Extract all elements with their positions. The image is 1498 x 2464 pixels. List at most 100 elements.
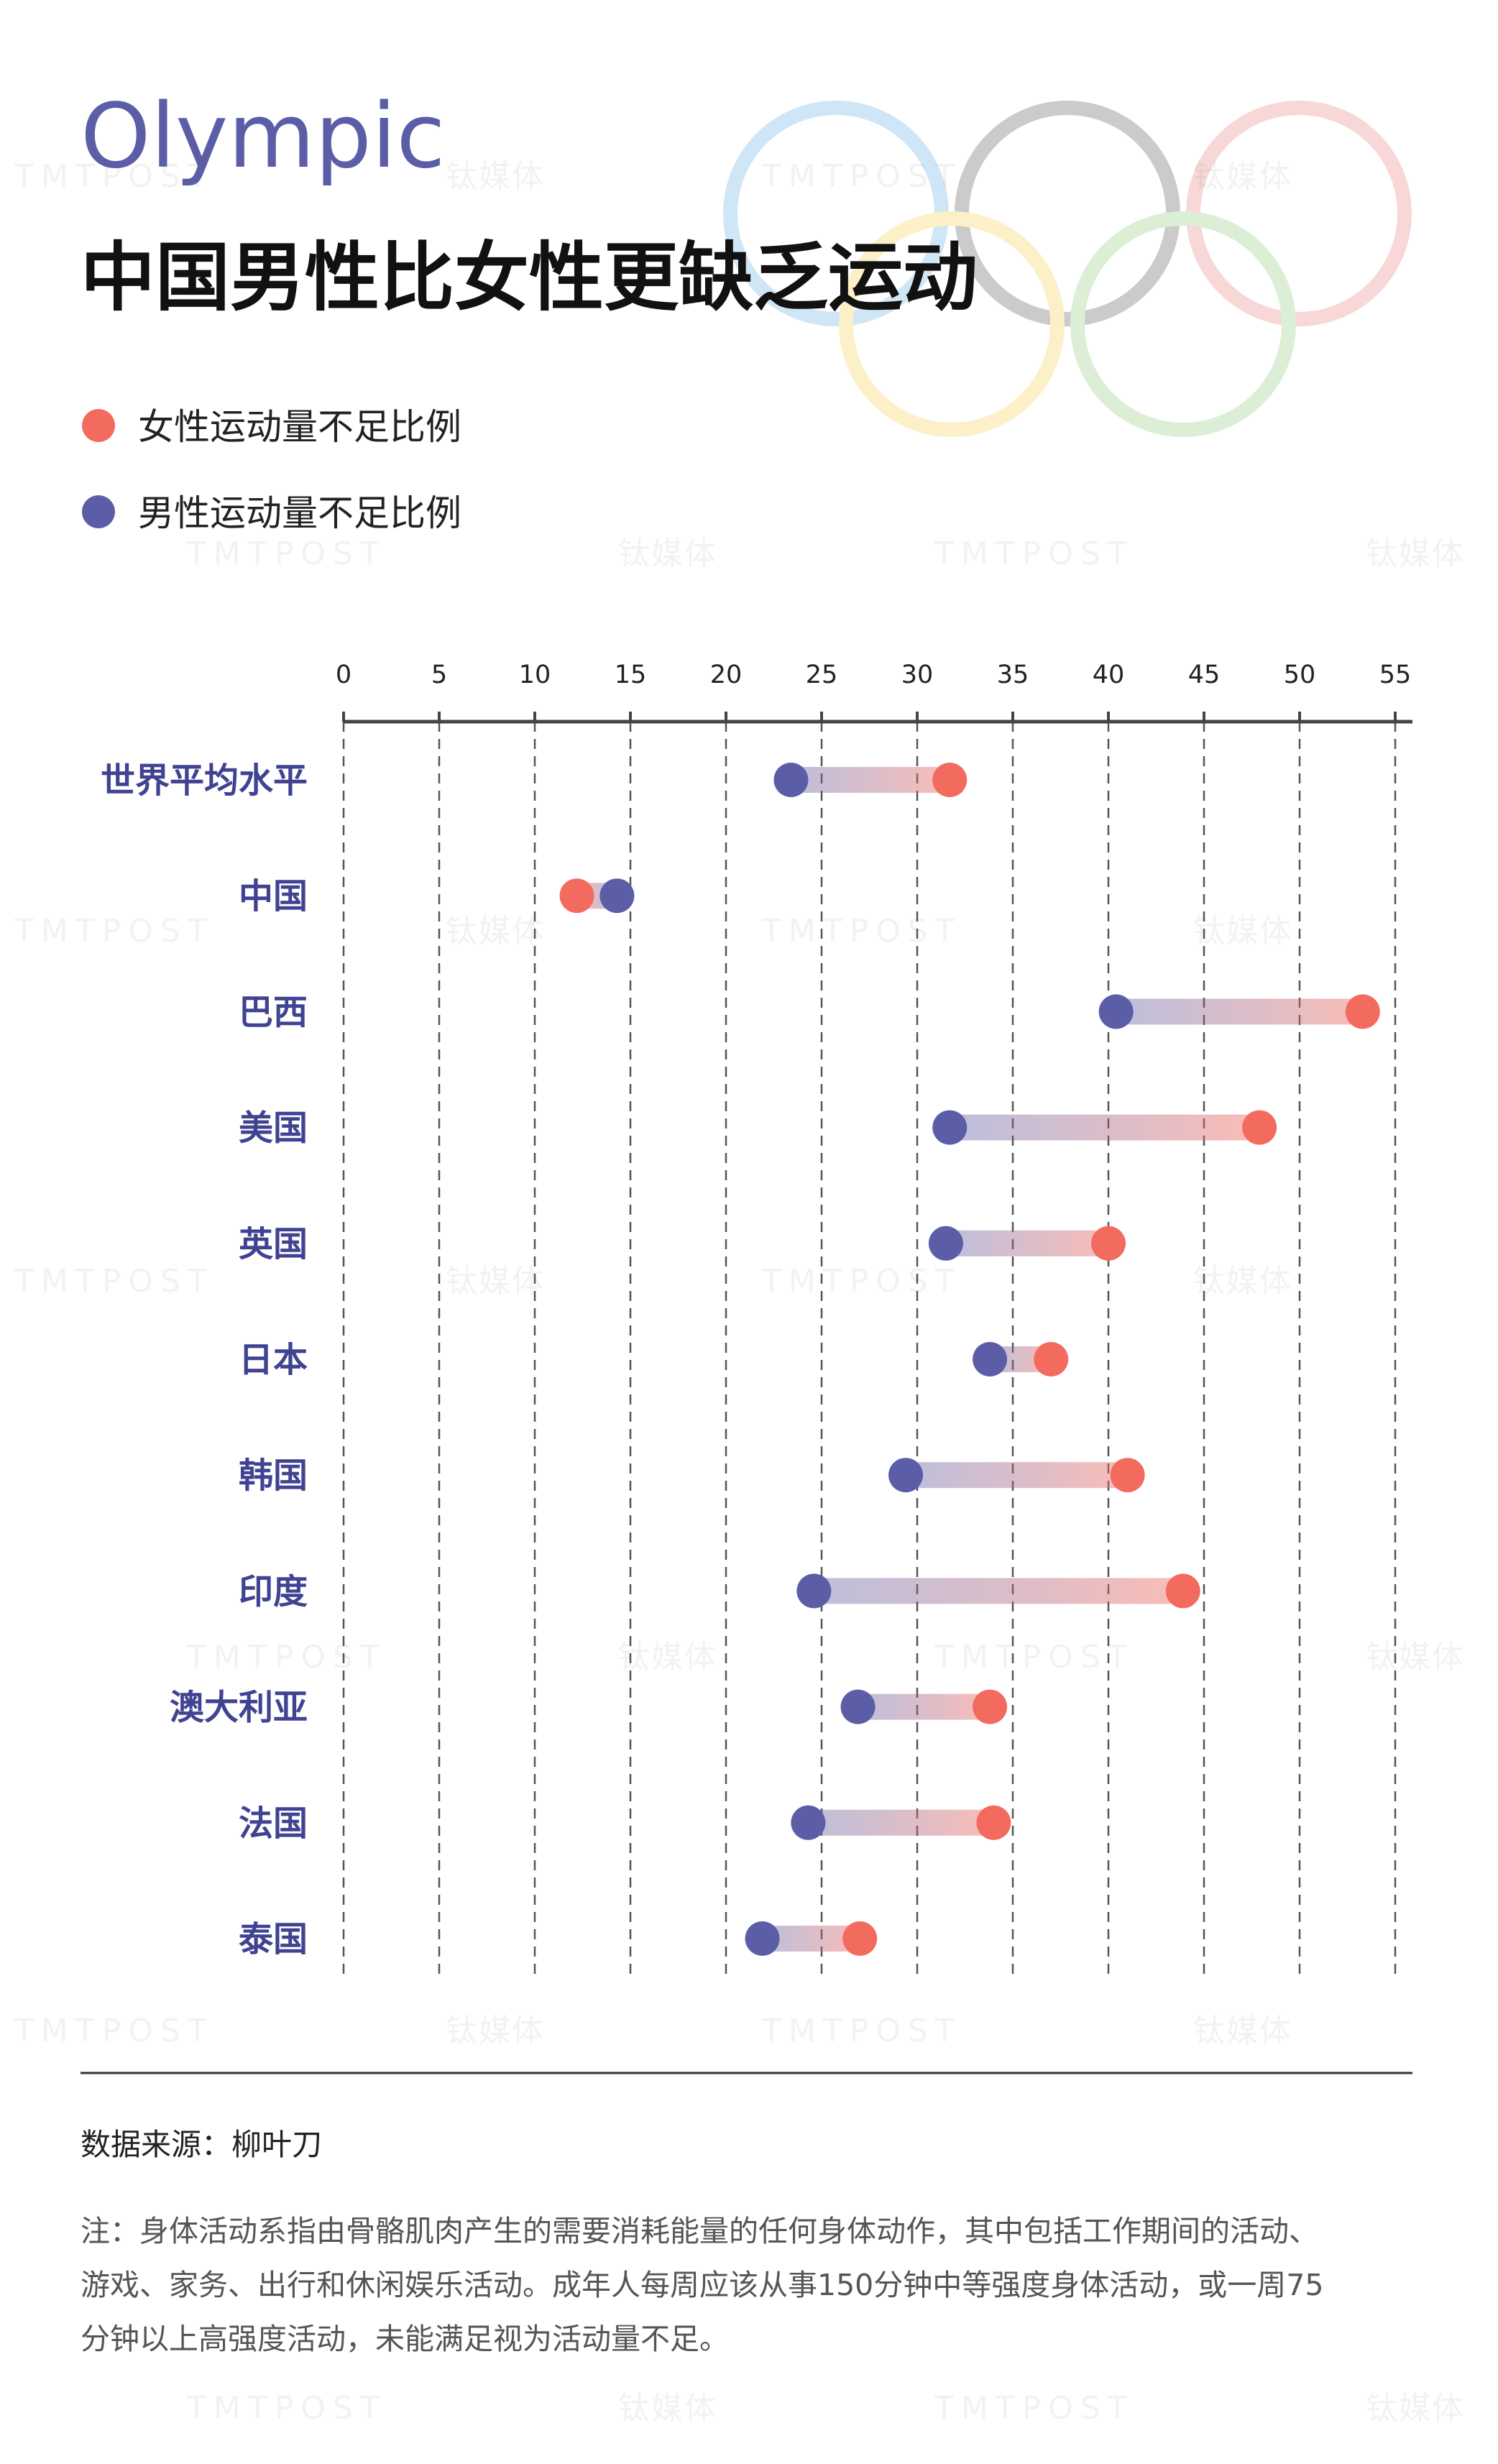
footnote-line-2: 游戏、家务、出行和休闲娱乐活动。成年人每周应该从事150分钟中等强度身体活动，或… — [81, 2268, 1323, 2302]
x-tick-label: 30 — [901, 661, 934, 689]
chart-row: 法国 — [239, 1803, 1011, 1844]
footnote: 注：身体活动系指由骨骼肌肉产生的需要消耗能量的任何身体动作，其中包括工作期间的活… — [81, 2214, 1323, 2356]
category-label: 巴西 — [239, 992, 308, 1032]
olympic-rings-icon — [723, 101, 1412, 437]
legend: 女性运动量不足比例 男性运动量不足比例 — [82, 406, 461, 534]
watermark-text: TMTPOST — [14, 913, 214, 950]
range-bar — [945, 1230, 1108, 1256]
chart-row: 世界平均水平 — [101, 760, 968, 801]
female-point — [1165, 1573, 1200, 1609]
watermark-text: TMTPOST — [934, 1639, 1134, 1675]
x-tick-label: 20 — [710, 661, 743, 689]
category-label: 韩国 — [239, 1456, 308, 1496]
watermark-text: 钛媒体 — [1193, 2013, 1292, 2049]
chart-row: 巴西 — [239, 992, 1380, 1032]
x-tick-label: 15 — [615, 661, 647, 689]
watermark-text: 钛媒体 — [1366, 535, 1465, 572]
watermark-text: 钛媒体 — [1366, 2390, 1465, 2427]
watermark-text: TMTPOST — [761, 913, 962, 950]
watermark-text: TMTPOST — [14, 158, 214, 195]
watermark-text: 钛媒体 — [618, 1639, 717, 1675]
x-tick-label: 45 — [1188, 661, 1221, 689]
female-point — [976, 1805, 1011, 1840]
footnote-line-1: 注：身体活动系指由骨骼肌肉产生的需要消耗能量的任何身体动作，其中包括工作期间的活… — [81, 2214, 1318, 2248]
female-point — [932, 763, 968, 797]
male-point — [928, 1226, 963, 1261]
x-axis-ticks: 0 5 10 15 20 25 30 35 40 45 50 55 — [336, 661, 1411, 722]
male-point — [745, 1921, 780, 1956]
watermark-text: TMTPOST — [934, 2390, 1134, 2427]
range-bar — [906, 1462, 1128, 1489]
male-point — [599, 878, 635, 914]
chart-row: 中国 — [239, 876, 635, 916]
chart-row: 印度 — [239, 1571, 1200, 1612]
watermark-text: 钛媒体 — [1193, 1263, 1292, 1300]
gridlines — [342, 722, 1397, 1980]
male-point — [791, 1805, 826, 1840]
legend-male-label: 男性运动量不足比例 — [138, 492, 461, 534]
x-tick-label: 35 — [997, 661, 1029, 689]
watermark-text: TMTPOST — [186, 535, 387, 572]
ring-green-icon — [1070, 211, 1296, 437]
watermark-text: TMTPOST — [761, 158, 962, 195]
source-text: 数据来源：柳叶刀 — [81, 2127, 322, 2162]
ring-black-icon — [955, 101, 1180, 326]
range-bar — [858, 1693, 991, 1720]
watermark-text: 钛媒体 — [618, 2390, 717, 2427]
female-point — [973, 1689, 1008, 1724]
female-point — [842, 1921, 878, 1956]
watermark-text: 钛媒体 — [1366, 1639, 1465, 1675]
chart-row: 英国 — [239, 1224, 1126, 1264]
ring-yellow-icon — [839, 211, 1065, 437]
range-bar — [1116, 998, 1363, 1025]
watermark-text: 钛媒体 — [446, 2013, 545, 2049]
x-tick-label: 0 — [336, 661, 351, 689]
category-label: 澳大利亚 — [170, 1688, 308, 1728]
dumbbell-chart: 0 5 10 15 20 25 30 35 40 45 50 55 世界平均水平中国巴西美国英国日本韩… — [101, 661, 1412, 1980]
chart-row: 泰国 — [239, 1919, 878, 1959]
male-point — [973, 1342, 1008, 1376]
male-point — [1098, 994, 1134, 1029]
range-bar — [814, 1578, 1183, 1604]
watermark-text: TMTPOST — [761, 1263, 962, 1300]
category-label: 中国 — [239, 876, 308, 916]
range-bar — [808, 1809, 994, 1836]
female-point — [1345, 994, 1380, 1029]
watermark-text: 钛媒体 — [446, 913, 545, 950]
female-point — [1242, 1110, 1277, 1145]
ring-red-icon — [1186, 101, 1412, 326]
female-point — [1034, 1342, 1069, 1376]
female-point — [1110, 1458, 1145, 1493]
watermark-text: TMTPOST — [14, 1263, 214, 1300]
category-label: 世界平均水平 — [101, 760, 308, 801]
watermark-text: TMTPOST — [934, 535, 1134, 572]
female-point — [559, 878, 594, 914]
male-point — [932, 1110, 968, 1145]
female-point — [1091, 1226, 1126, 1261]
x-tick-label: 25 — [806, 661, 838, 689]
legend-female-marker — [82, 409, 115, 442]
x-tick-label: 50 — [1284, 661, 1316, 689]
watermark-text: TMTPOST — [186, 2390, 387, 2427]
footnote-line-3: 分钟以上高强度活动，未能满足视为活动量不足。 — [81, 2322, 729, 2356]
watermark-text: TMTPOST — [761, 2013, 962, 2049]
category-label: 印度 — [239, 1571, 308, 1612]
x-tick-label: 55 — [1379, 661, 1412, 689]
page-title: 中国男性比女性更缺乏运动 — [81, 234, 978, 321]
watermark-text: TMTPOST — [186, 1639, 387, 1675]
watermark-text: 钛媒体 — [1193, 158, 1292, 195]
category-label: 泰国 — [239, 1919, 308, 1959]
watermark-text: 钛媒体 — [1193, 913, 1292, 950]
category-label: 美国 — [239, 1108, 308, 1149]
male-point — [796, 1573, 832, 1609]
male-point — [773, 763, 809, 797]
watermark-text: 钛媒体 — [618, 535, 717, 572]
legend-male-marker — [82, 495, 115, 528]
chart-row: 韩国 — [239, 1456, 1145, 1496]
range-bar — [950, 1114, 1260, 1141]
category-label: 英国 — [239, 1224, 308, 1264]
category-label: 日本 — [239, 1340, 308, 1380]
chart-row: 日本 — [239, 1340, 1069, 1380]
